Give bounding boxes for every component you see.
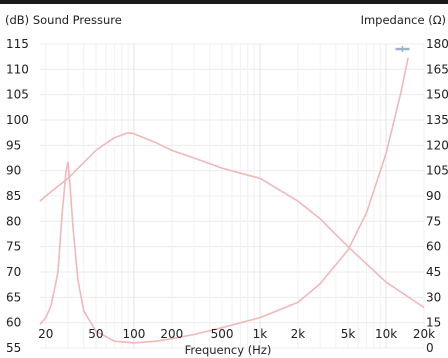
x-axis-title: Frequency (Hz)	[185, 343, 272, 357]
right-tick-label: 15	[426, 316, 441, 330]
right-tick-label: 135	[426, 113, 448, 127]
x-tick-label: 500	[211, 327, 234, 341]
x-tick-label: 20	[38, 327, 53, 341]
left-tick-label: 65	[6, 290, 21, 304]
right-tick-label: 165	[426, 62, 448, 76]
left-tick-label: 105	[6, 88, 29, 102]
spl-curve	[39, 131, 425, 309]
tick-layer: 55 60 65 70 75 80 85 90 95 100 105 110 115 0 15 30 45 60 7…	[6, 37, 448, 355]
x-tick-label: 5k	[341, 327, 356, 341]
left-tick-label: 85	[6, 189, 21, 203]
left-tick-label: 90	[6, 164, 21, 178]
left-tick-label: 110	[6, 62, 29, 76]
right-tick-label: 45	[426, 265, 441, 279]
left-tick-label: 55	[6, 341, 21, 355]
left-tick-label: 80	[6, 214, 21, 228]
x-tick-label: 20k	[413, 327, 435, 341]
x-tick-label: 100	[122, 327, 145, 341]
left-axis-title: (dB) Sound Pressure	[5, 13, 122, 27]
x-tick-label: 50	[88, 327, 103, 341]
right-tick-label: 180	[426, 37, 448, 51]
right-tick-label: 90	[426, 189, 441, 203]
right-axis-title: Impedance (Ω)	[361, 13, 446, 27]
impedance-curve	[39, 57, 409, 344]
right-tick-label: 75	[426, 214, 441, 228]
right-tick-label: 150	[426, 88, 448, 102]
left-tick-label: 95	[6, 138, 21, 152]
right-tick-label: 105	[426, 164, 448, 178]
series-layer	[39, 57, 425, 344]
top-header-bar	[0, 0, 448, 4]
left-tick-label: 100	[6, 113, 29, 127]
marker-layer	[395, 46, 410, 53]
right-tick-label: 0	[426, 341, 434, 355]
right-tick-label: 120	[426, 138, 448, 152]
x-tick-label: 10k	[375, 327, 397, 341]
x-tick-label: 1k	[253, 327, 268, 341]
left-tick-label: 60	[6, 316, 21, 330]
left-tick-label: 70	[6, 265, 21, 279]
right-tick-label: 60	[426, 240, 441, 254]
left-tick-label: 115	[6, 37, 29, 51]
x-tick-label: 2k	[291, 327, 306, 341]
left-tick-label: 75	[6, 240, 21, 254]
right-tick-label: 30	[426, 290, 441, 304]
grid-layer	[40, 43, 425, 349]
x-tick-label: 200	[160, 327, 183, 341]
